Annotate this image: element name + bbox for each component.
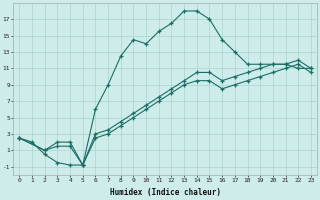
X-axis label: Humidex (Indice chaleur): Humidex (Indice chaleur)	[110, 188, 220, 197]
